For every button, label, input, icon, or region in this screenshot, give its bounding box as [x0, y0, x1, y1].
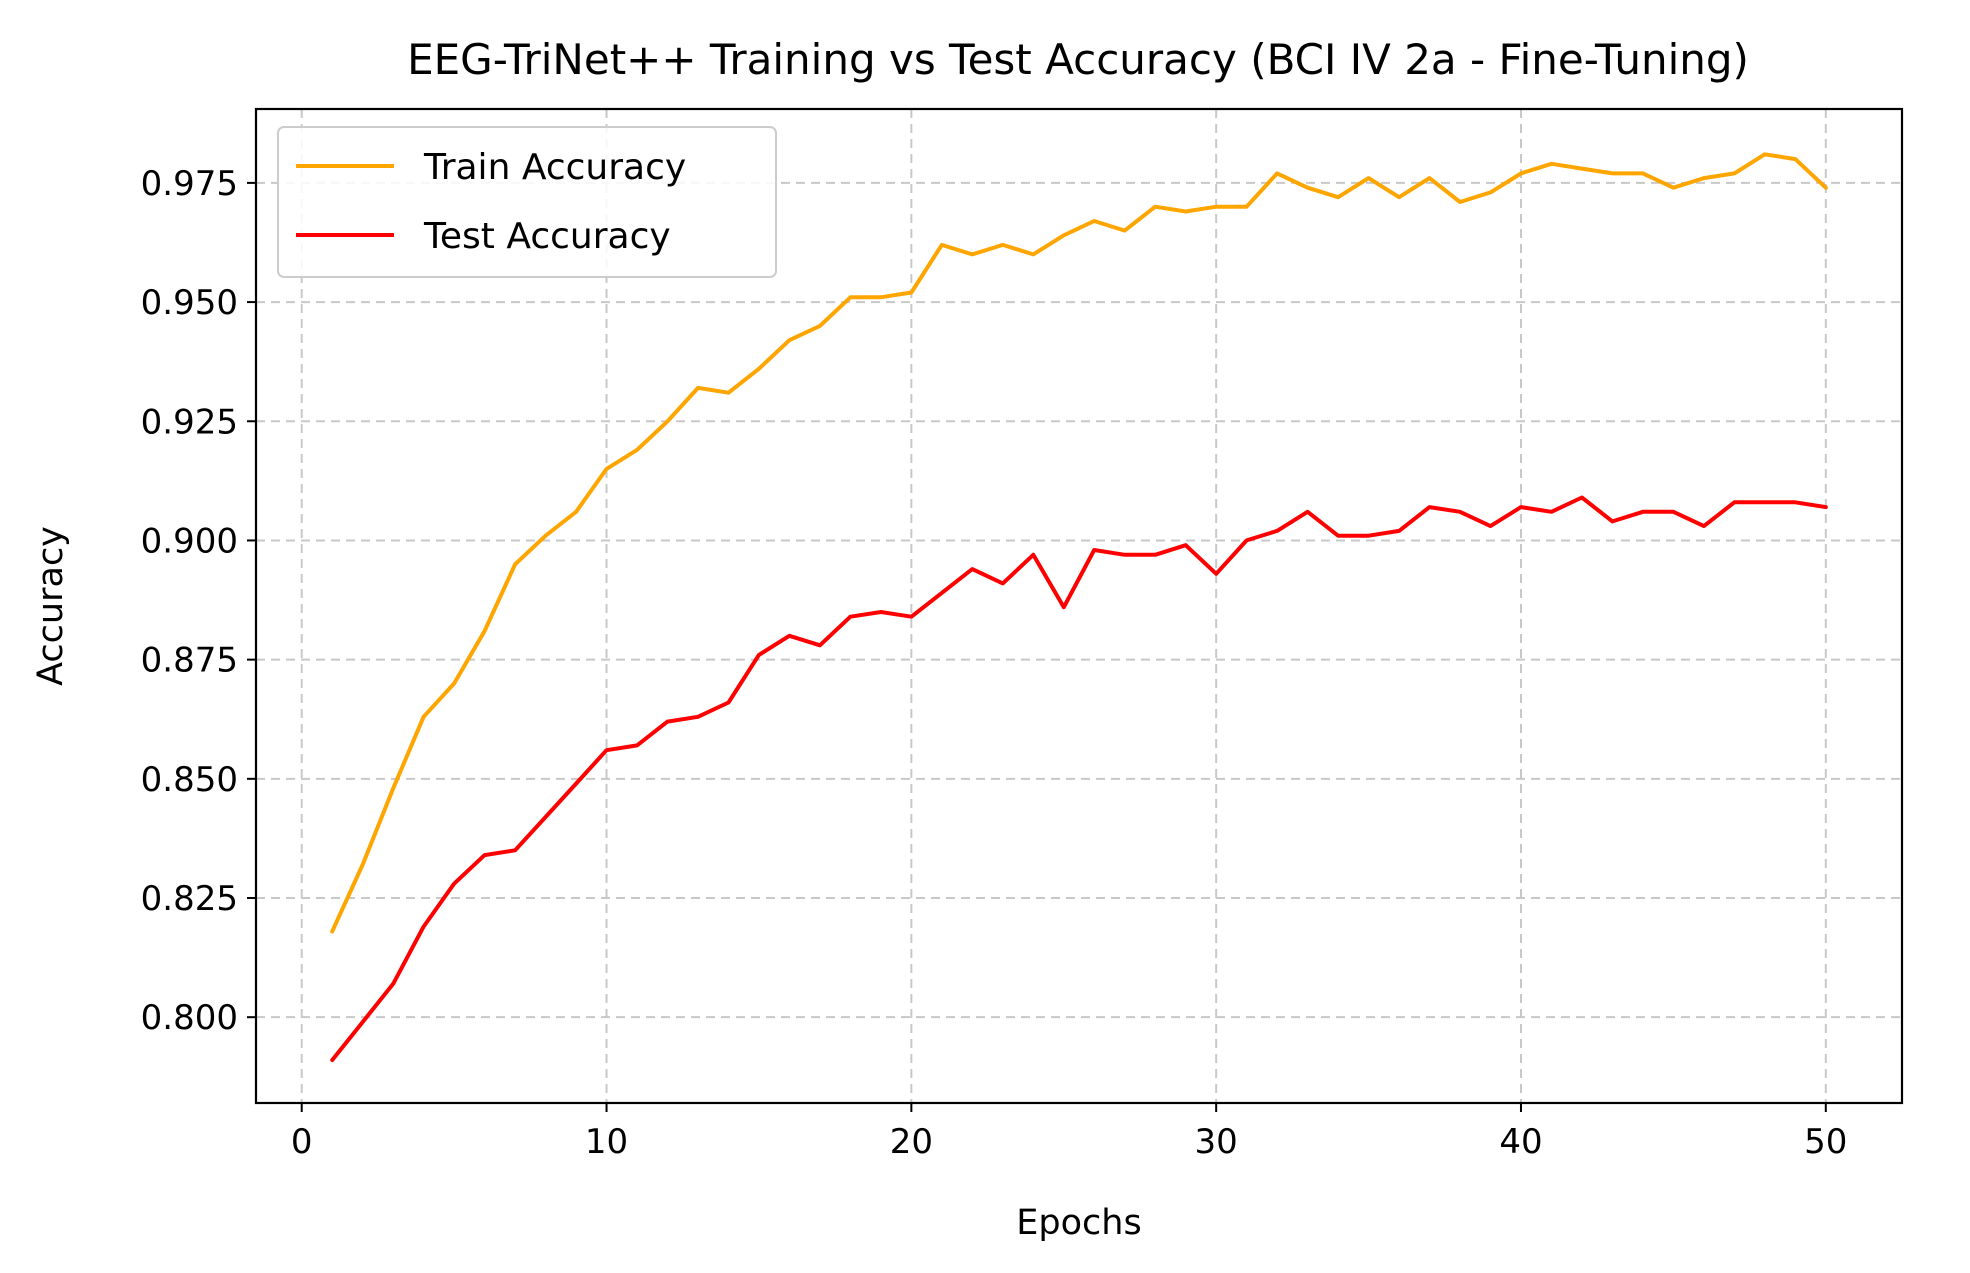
- train-accuracy-line: [330, 152, 1828, 934]
- y-tick-label: 0.850: [141, 760, 238, 800]
- series-layer: [330, 152, 1828, 1063]
- y-tick-label: 0.925: [141, 402, 238, 442]
- y-tick-label: 0.875: [141, 641, 238, 681]
- y-tick-label: 0.800: [141, 998, 238, 1038]
- x-tick-label: 30: [1195, 1122, 1238, 1162]
- tick-layer: 0 10 20 30 40 50 0.800 0.825 0.850 0.875 0.900 0.92…: [141, 164, 1848, 1162]
- y-tick-label: 0.900: [141, 521, 238, 561]
- y-tick-label: 0.825: [141, 879, 238, 919]
- legend-label-test: Test Accuracy: [423, 216, 671, 257]
- y-tick-label: 0.950: [141, 283, 238, 323]
- legend-box: [277, 126, 777, 278]
- x-axis-label: Epochs: [1016, 1203, 1141, 1243]
- test-accuracy-line: [330, 495, 1828, 1063]
- legend: Train Accuracy Test Accuracy: [277, 126, 777, 278]
- chart-title: EEG-TriNet++ Training vs Test Accuracy (…: [407, 35, 1749, 84]
- plot-frame: [254, 107, 1904, 1105]
- legend-label-train: Train Accuracy: [423, 147, 686, 188]
- y-axis-label: Accuracy: [31, 526, 71, 686]
- x-tick-label: 10: [585, 1122, 628, 1162]
- x-tick-label: 20: [890, 1122, 933, 1162]
- x-tick-label: 40: [1499, 1122, 1542, 1162]
- x-tick-label: 50: [1804, 1122, 1847, 1162]
- y-tick-label: 0.975: [141, 164, 238, 204]
- x-tick-label: 0: [291, 1122, 313, 1162]
